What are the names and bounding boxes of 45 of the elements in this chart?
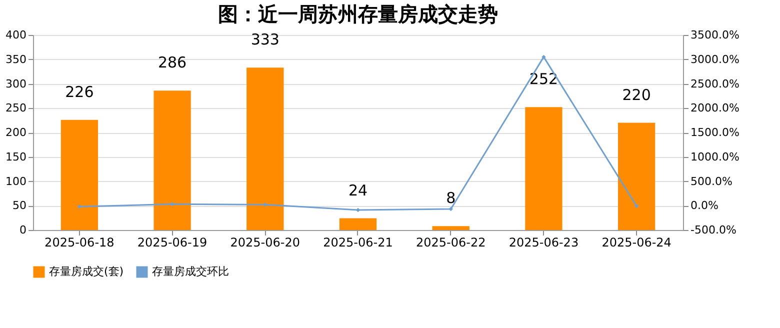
y2-tick-label: -500.0% [690, 224, 736, 236]
data-label: 226 [65, 82, 94, 101]
y-tick-label: 150 [6, 150, 26, 164]
x-tick-label: 2025-06-24 [602, 236, 672, 250]
y2-tick-label: 2000.0% [690, 102, 740, 115]
y2-tick-label: 1000.0% [690, 150, 740, 164]
y-tick-label: 200 [6, 126, 26, 139]
y-tick-label: 50 [12, 199, 26, 212]
y-tick-label: 100 [6, 174, 26, 188]
y-tick-label: 350 [6, 52, 26, 66]
y2-tick-label: 0.0% [690, 199, 718, 212]
point [170, 202, 174, 206]
y-tick-label: 250 [6, 102, 26, 115]
data-label: 286 [158, 54, 187, 72]
point [263, 202, 268, 207]
data-label: 24 [348, 181, 368, 200]
bar [246, 68, 284, 230]
legend-label: 存量房成交(套) [49, 265, 124, 278]
legend-label: 存量房成交环比 [152, 265, 229, 278]
bar [154, 90, 191, 230]
chart-title: 图：近一周苏州存量房成交走势 [218, 2, 498, 26]
y2-tick-label: 1500.0% [690, 126, 740, 139]
point [634, 204, 639, 208]
data-label: 333 [250, 30, 280, 49]
point [448, 206, 453, 212]
y-tick-label: 300 [6, 77, 26, 90]
y2-tick-label: 3500.0% [690, 28, 740, 42]
data-label: 8 [446, 189, 456, 208]
y2-tick-label: 500.0% [690, 174, 732, 188]
bar [60, 120, 98, 230]
x-tick-label: 2025-06-22 [416, 236, 486, 250]
x-tick-label: 2025-06-18 [44, 236, 114, 250]
data-label: 220 [622, 86, 651, 104]
y2-tick-label: 2500.0% [690, 77, 740, 90]
bar [432, 226, 470, 230]
bar [618, 122, 656, 230]
x-tick-label: 2025-06-23 [508, 236, 579, 250]
x-tick-label: 2025-06-21 [323, 236, 393, 250]
y-tick-label: 0 [20, 224, 26, 236]
y2-tick-label: 3000.0% [690, 52, 740, 66]
bar [339, 218, 377, 230]
x-tick-label: 2025-06-20 [230, 236, 300, 250]
bar [525, 107, 562, 230]
y-tick-label: 400 [6, 28, 26, 42]
x-tick-label: 2025-06-19 [137, 236, 208, 250]
